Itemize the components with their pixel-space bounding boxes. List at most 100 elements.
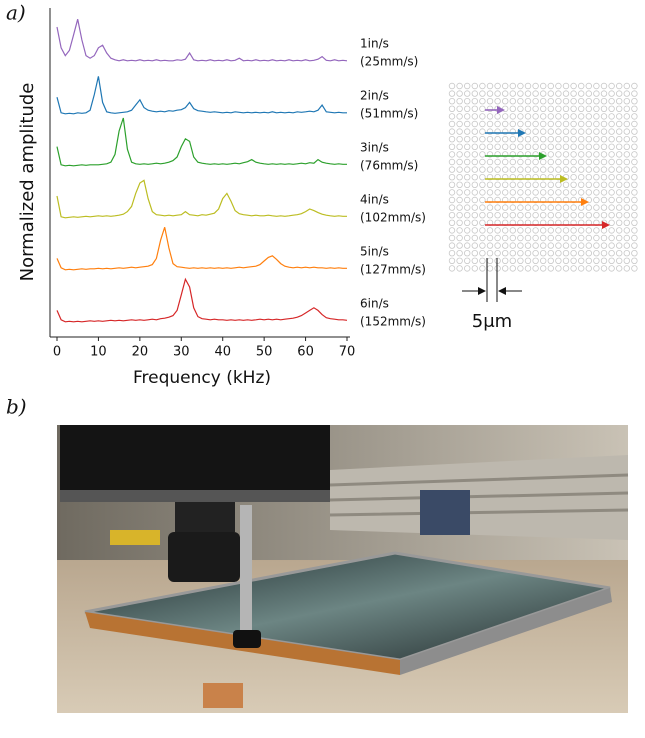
legend-label: (127mm/s): [360, 263, 426, 277]
grid-dot: [593, 128, 600, 135]
grid-dot: [547, 257, 554, 264]
grid-dot: [585, 143, 592, 150]
grid-dot: [578, 234, 585, 242]
grid-dot: [562, 105, 570, 112]
grid-dot: [532, 143, 539, 150]
grid-dot: [448, 166, 456, 173]
grid-dot: [608, 227, 615, 234]
grid-dot: [600, 173, 608, 181]
grid-dot: [585, 211, 592, 219]
grid-dot: [456, 128, 463, 135]
grid-dot: [494, 120, 501, 128]
grid-dot: [562, 242, 570, 249]
grid-dot: [600, 242, 608, 249]
grid-dot: [494, 166, 501, 173]
grid-dot: [448, 120, 456, 128]
grid-dot: [464, 181, 471, 188]
grid-dot: [517, 158, 524, 166]
grid-dot: [578, 265, 585, 272]
grid-dot: [570, 128, 577, 135]
grid-dot: [502, 211, 509, 219]
grid-dot: [547, 90, 554, 97]
grid-dot: [585, 128, 592, 135]
grid-dot: [631, 219, 638, 226]
grid-dot: [502, 158, 509, 166]
grid-dot: [502, 265, 509, 272]
grid-dot: [464, 82, 471, 90]
grid-dot: [456, 143, 463, 150]
series-line: [56, 76, 347, 115]
x-axis-label: Frequency (kHz): [133, 368, 271, 388]
grid-dot: [608, 128, 615, 135]
grid-dot: [600, 151, 608, 158]
grid-dot: [623, 204, 630, 211]
grid-dot: [524, 120, 532, 128]
grid-dot: [540, 128, 547, 135]
grid-dot: [600, 143, 608, 150]
grid-dot: [585, 120, 592, 128]
grid-dot: [547, 227, 554, 234]
grid-dot: [532, 257, 539, 264]
grid-dot: [578, 90, 585, 97]
grid-dot: [456, 196, 463, 204]
grid-dot: [524, 143, 532, 150]
grid-dot: [623, 189, 630, 196]
grid-dot: [448, 151, 456, 158]
grid-dot: [464, 120, 471, 128]
grid-dot: [471, 265, 478, 272]
grid-dot: [456, 105, 463, 112]
grid-dot: [486, 211, 494, 219]
grid-dot: [600, 82, 608, 90]
grid-dot: [585, 105, 592, 112]
grid-dot: [631, 204, 638, 211]
grid-dot: [524, 90, 532, 97]
grid-dot: [562, 249, 570, 257]
grid-dot: [532, 189, 539, 196]
grid-dot: [562, 128, 570, 135]
grid-dot: [631, 211, 638, 219]
grid-dot: [616, 211, 623, 219]
grid-dot: [502, 166, 509, 173]
grid-dot: [570, 189, 577, 196]
grid-dot: [448, 113, 456, 120]
grid-dot: [562, 135, 570, 143]
grid-dot: [623, 181, 630, 188]
grid-dot: [616, 189, 623, 196]
grid-dot: [502, 234, 509, 242]
grid-dot: [570, 166, 577, 173]
grid-dot: [562, 158, 570, 166]
grid-dot: [608, 158, 615, 166]
grid-dot: [502, 82, 509, 90]
grid-dot: [517, 143, 524, 150]
grid-dot: [471, 158, 478, 166]
grid-dot: [448, 219, 456, 226]
x-tick-label: 30: [173, 345, 190, 360]
grid-dot: [585, 204, 592, 211]
grid-dot: [616, 158, 623, 166]
grid-dot: [532, 181, 539, 188]
grid-dot: [593, 196, 600, 204]
grid-dot: [479, 234, 486, 242]
grid-dot: [616, 128, 623, 135]
grid-dot: [593, 189, 600, 196]
grid-dot: [479, 196, 486, 204]
x-tick-label: 50: [256, 345, 273, 360]
grid-dot: [562, 257, 570, 264]
grid-dot: [593, 166, 600, 173]
grid-dot: [502, 143, 509, 150]
grid-dot: [486, 173, 494, 181]
grid-dot: [570, 234, 577, 242]
grid-dot: [600, 90, 608, 97]
grid-dot: [532, 249, 539, 257]
grid-dot: [471, 166, 478, 173]
arrow-head: [518, 129, 526, 137]
grid-dot: [593, 151, 600, 158]
grid-dot: [448, 128, 456, 135]
grid-dot: [616, 173, 623, 181]
grid-dot: [600, 196, 608, 204]
grid-dot: [448, 90, 456, 97]
arrow-head: [497, 106, 505, 114]
grid-dot: [631, 105, 638, 112]
grid-dot: [540, 249, 547, 257]
grid-dot: [456, 265, 463, 272]
